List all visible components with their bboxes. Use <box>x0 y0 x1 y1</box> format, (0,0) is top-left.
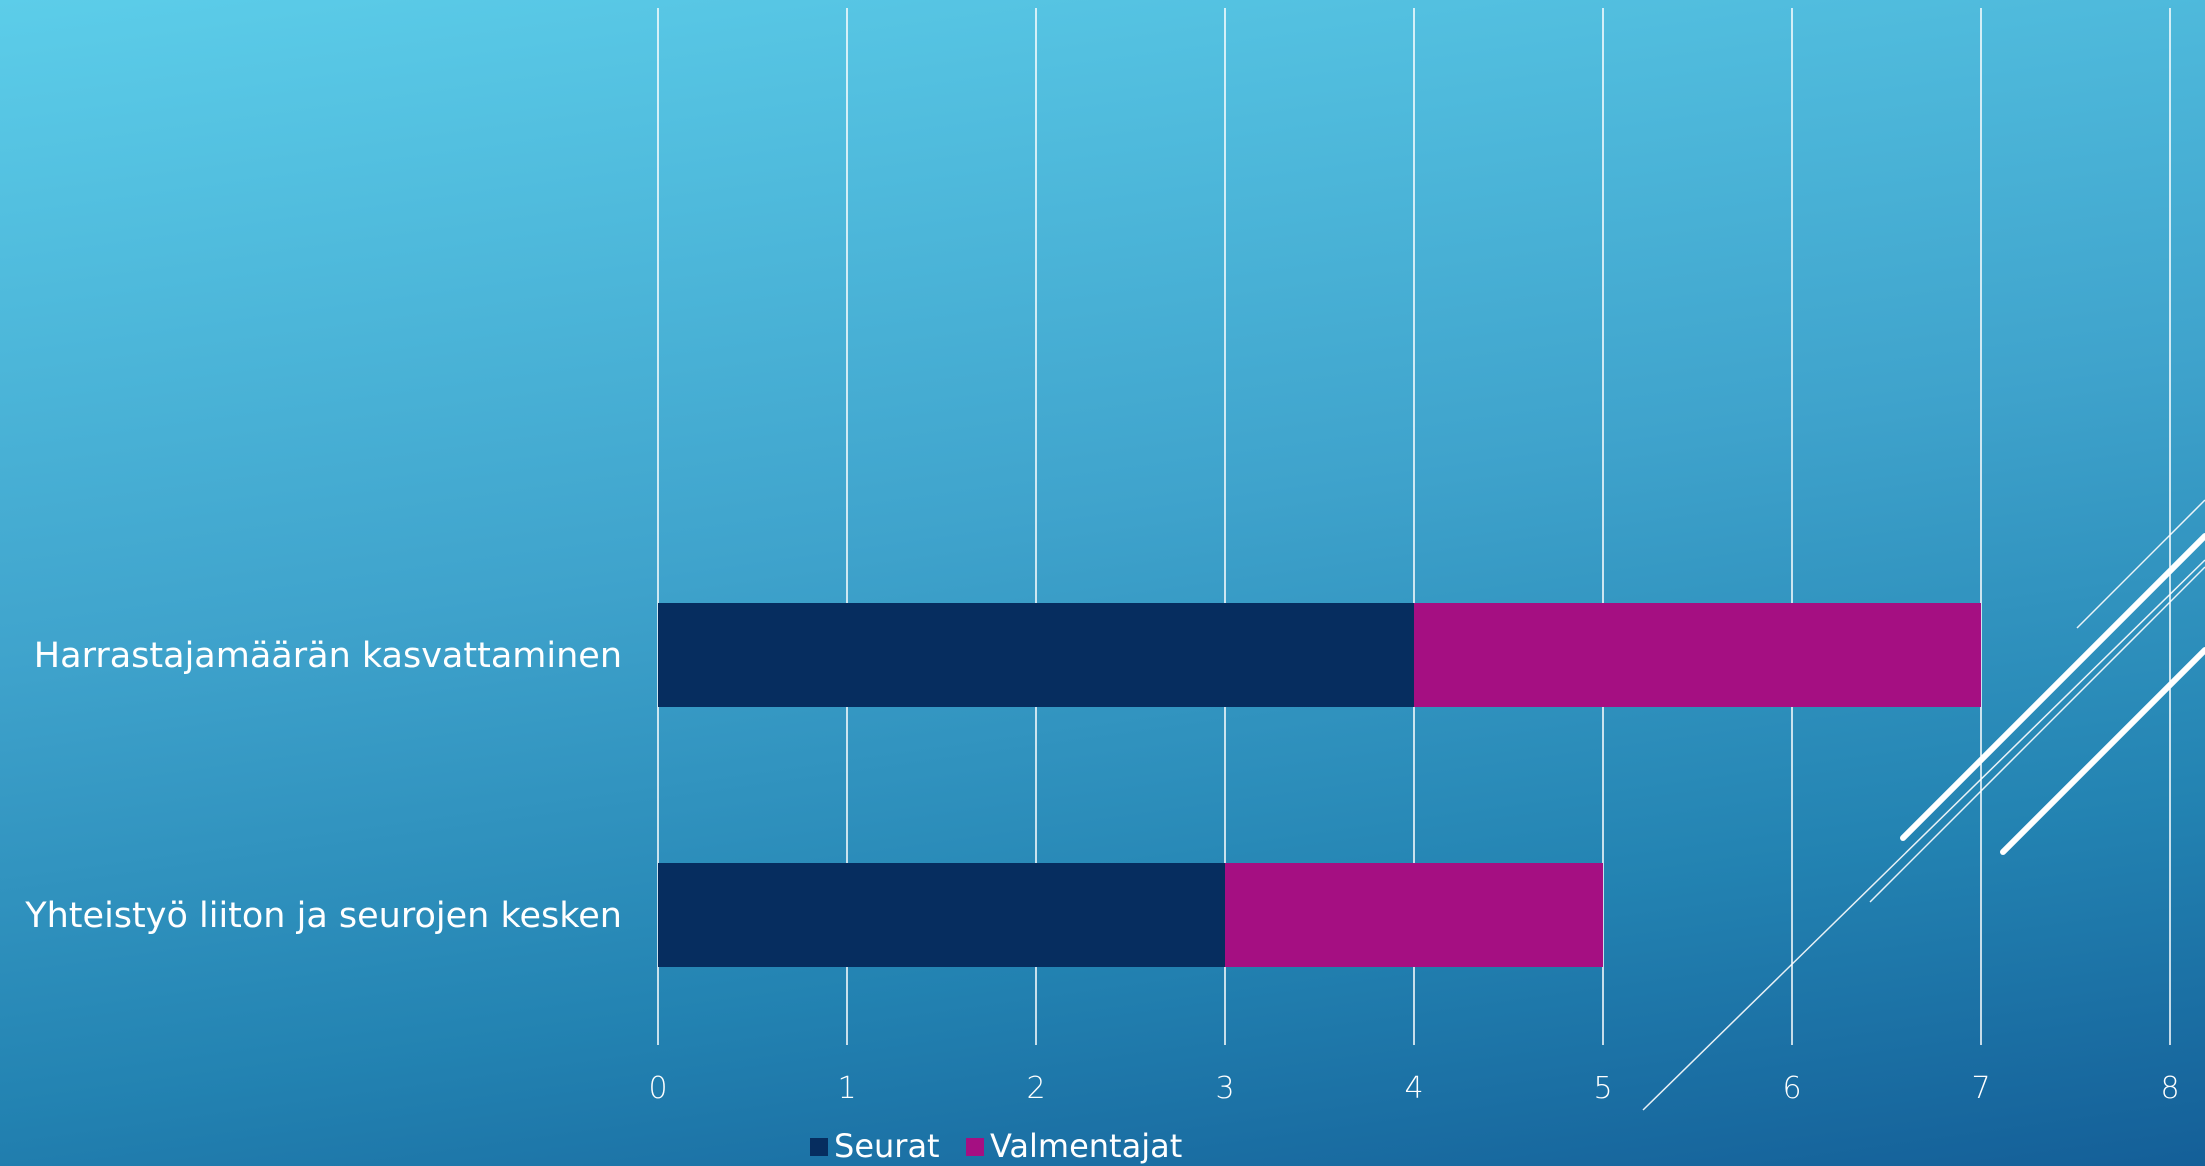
x-tick-label: 0 <box>648 1071 667 1106</box>
bar-valmentajat-1 <box>1225 863 1603 967</box>
category-label: Yhteistyö liiton ja seurojen kesken <box>24 896 622 936</box>
bars <box>658 603 1981 967</box>
legend-label: Seurat <box>834 1127 940 1165</box>
x-tick-label: 4 <box>1404 1071 1423 1106</box>
category-label: Harrastajamäärän kasvattaminen <box>34 636 622 676</box>
bar-seurat-1 <box>658 863 1225 967</box>
bar-valmentajat-0 <box>1414 603 1981 707</box>
x-axis-tick-labels: 0 1 2 3 4 5 6 7 8 <box>648 1071 2179 1106</box>
legend-label: Valmentajat <box>990 1127 1182 1165</box>
legend: Seurat Valmentajat <box>810 1127 1182 1165</box>
x-tick-label: 1 <box>837 1071 856 1106</box>
bar-seurat-0 <box>658 603 1414 707</box>
x-tick-label: 5 <box>1593 1071 1612 1106</box>
x-tick-label: 7 <box>1971 1071 1990 1106</box>
x-tick-label: 2 <box>1026 1071 1045 1106</box>
legend-swatch-valmentajat <box>966 1138 984 1156</box>
x-tick-label: 3 <box>1215 1071 1234 1106</box>
x-tick-label: 6 <box>1782 1071 1801 1106</box>
x-tick-label: 8 <box>2160 1071 2179 1106</box>
gridlines <box>657 8 2171 1045</box>
decorative-diagonal-lines <box>1642 499 2205 1111</box>
category-labels: Harrastajamäärän kasvattaminen Yhteistyö … <box>24 636 622 936</box>
legend-swatch-seurat <box>810 1138 828 1156</box>
